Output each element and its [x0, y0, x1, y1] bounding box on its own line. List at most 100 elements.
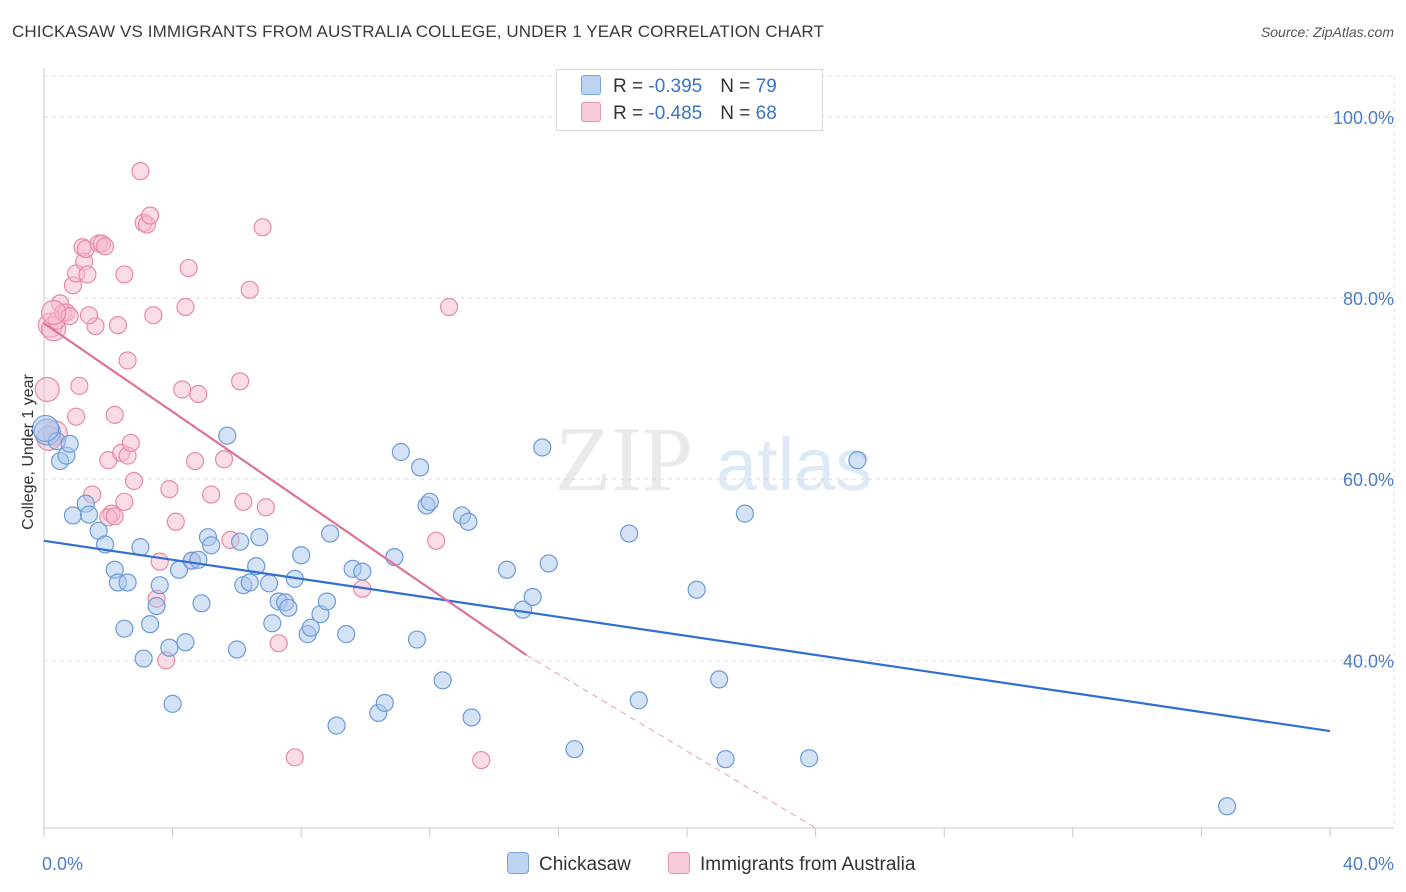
- bottom-legend-label: Immigrants from Australia: [700, 854, 916, 875]
- point-chickasaw: [150, 576, 169, 595]
- point-chickasaw: [32, 414, 60, 443]
- legend-n-value: 68: [755, 103, 777, 124]
- y-tick-label: 40.0%: [1343, 651, 1394, 671]
- point-chickasaw: [337, 625, 356, 644]
- point-chickasaw: [134, 649, 153, 668]
- bottom-legend-label: Chickasaw: [539, 854, 631, 875]
- watermark: ZIP atlas: [555, 408, 872, 510]
- point-chickasaw: [407, 630, 427, 649]
- point-chickasaw: [462, 708, 481, 727]
- source-label: Source: ZipAtlas.com: [1260, 24, 1394, 40]
- point-immigrants: [150, 552, 169, 571]
- point-chickasaw: [259, 574, 279, 593]
- point-immigrants: [234, 492, 253, 511]
- point-immigrants: [78, 265, 97, 284]
- y-tick-label: 80.0%: [1343, 289, 1394, 309]
- point-immigrants: [118, 351, 137, 370]
- point-immigrants: [70, 376, 89, 395]
- point-chickasaw: [391, 442, 410, 462]
- point-immigrants: [115, 492, 134, 511]
- bottom-legend-chickasaw: Chickasaw: [507, 852, 631, 876]
- point-chickasaw: [292, 546, 311, 565]
- point-immigrants: [140, 206, 160, 225]
- point-immigrants: [253, 218, 272, 237]
- point-chickasaw: [227, 640, 246, 659]
- trend-lines: [43, 322, 1331, 829]
- point-chickasaw: [279, 598, 298, 617]
- point-chickasaw: [189, 550, 208, 569]
- point-chickasaw: [716, 750, 735, 769]
- point-chickasaw: [301, 618, 320, 637]
- point-chickasaw: [250, 528, 269, 547]
- point-chickasaw: [539, 554, 558, 573]
- point-immigrants: [240, 280, 259, 299]
- point-immigrants: [160, 480, 179, 499]
- x-tick-label-max: 40.0%: [1343, 854, 1394, 874]
- point-immigrants: [95, 237, 115, 256]
- bottom-legend: Chickasaw Immigrants from Australia: [0, 852, 1406, 878]
- point-immigrants: [427, 531, 446, 550]
- point-chickasaw: [160, 638, 179, 657]
- point-immigrants: [256, 498, 275, 517]
- point-chickasaw: [620, 524, 639, 543]
- point-immigrants: [41, 299, 67, 326]
- point-immigrants: [285, 748, 304, 767]
- point-immigrants: [67, 407, 86, 426]
- chart-title: CHICKASAW VS IMMIGRANTS FROM AUSTRALIA C…: [12, 22, 824, 41]
- legend-n-value: 79: [755, 76, 777, 97]
- point-immigrants: [131, 162, 150, 181]
- point-chickasaw: [231, 532, 250, 551]
- point-chickasaw: [800, 749, 819, 768]
- point-immigrants: [121, 433, 140, 453]
- point-chickasaw: [263, 614, 282, 633]
- point-chickasaw: [140, 615, 160, 634]
- point-immigrants: [179, 258, 198, 278]
- point-immigrants: [173, 380, 192, 399]
- point-immigrants: [144, 306, 163, 325]
- legend-r-value: -0.485: [648, 103, 703, 124]
- y-tick-label: 60.0%: [1343, 470, 1394, 490]
- point-chickasaw: [60, 434, 79, 453]
- point-chickasaw: [433, 671, 452, 690]
- point-chickasaw: [420, 492, 439, 511]
- trendline-chickasaw: [43, 539, 1331, 733]
- legend-r-label: R =: [613, 76, 649, 97]
- point-chickasaw: [163, 694, 182, 713]
- x-tick-label-min: 0.0%: [42, 854, 83, 874]
- point-chickasaw: [411, 458, 430, 477]
- point-immigrants: [231, 372, 250, 391]
- point-chickasaw: [218, 426, 237, 445]
- legend-r-value: -0.395: [648, 76, 703, 97]
- bottom-legend-immigrants: Immigrants from Australia: [668, 852, 915, 876]
- point-chickasaw: [317, 592, 337, 611]
- legend-n-label: N =: [720, 76, 756, 97]
- point-chickasaw: [497, 560, 517, 579]
- point-immigrants: [115, 265, 134, 284]
- point-chickasaw: [353, 562, 372, 581]
- point-chickasaw: [115, 619, 134, 638]
- point-chickasaw: [523, 587, 542, 607]
- point-chickasaw: [240, 573, 259, 592]
- point-immigrants: [472, 750, 491, 770]
- trendline-immigrants-extended: [525, 654, 816, 829]
- point-chickasaw: [79, 505, 99, 524]
- point-chickasaw: [1218, 797, 1237, 816]
- point-immigrants: [269, 634, 288, 653]
- y-tick-label: 100.0%: [1333, 108, 1394, 128]
- point-immigrants: [176, 297, 195, 317]
- watermark-atlas: atlas: [716, 423, 872, 506]
- legend-swatch-pink: [581, 102, 601, 122]
- point-chickasaw: [459, 512, 478, 531]
- point-immigrants: [439, 297, 459, 317]
- point-chickasaw: [710, 670, 729, 689]
- point-chickasaw: [202, 536, 221, 555]
- point-chickasaw: [118, 573, 137, 592]
- point-chickasaw: [533, 438, 552, 457]
- point-immigrants: [34, 376, 60, 403]
- point-chickasaw: [848, 451, 867, 470]
- point-chickasaw: [147, 596, 166, 616]
- point-immigrants: [186, 451, 205, 471]
- point-immigrants: [214, 450, 234, 469]
- legend-swatch-blue: [581, 75, 601, 95]
